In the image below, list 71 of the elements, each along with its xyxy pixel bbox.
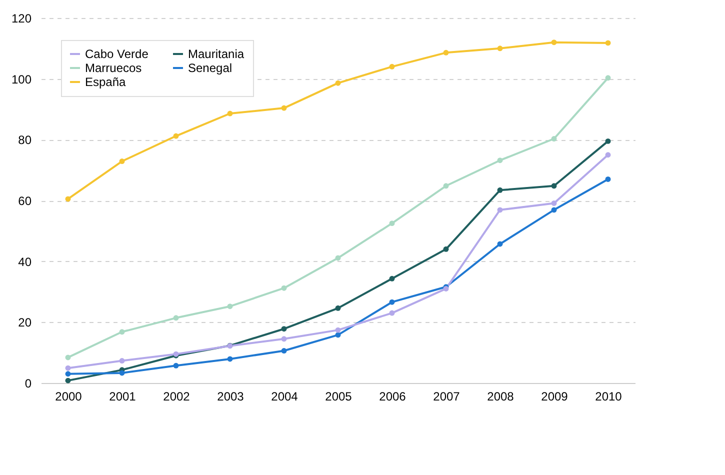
- point: [551, 207, 557, 213]
- legend-label: España: [85, 75, 126, 89]
- point: [281, 326, 287, 332]
- point: [119, 358, 125, 364]
- point: [389, 276, 395, 282]
- point: [65, 365, 71, 371]
- x-tick-label: 2008: [487, 390, 514, 404]
- x-tick-label: 2007: [433, 390, 460, 404]
- point: [389, 310, 395, 316]
- y-tick-label: 120: [11, 12, 32, 26]
- point: [443, 183, 449, 189]
- point: [551, 200, 557, 206]
- point: [605, 75, 611, 81]
- legend-label: Cabo Verde: [85, 47, 149, 61]
- y-tick-label: 80: [18, 133, 32, 148]
- point: [389, 220, 395, 226]
- point: [227, 304, 233, 310]
- y-tick-label: 0: [24, 376, 32, 390]
- point: [605, 40, 611, 46]
- point: [65, 196, 71, 202]
- x-tick-label: 2006: [379, 390, 406, 404]
- point: [173, 362, 179, 368]
- point: [335, 80, 341, 86]
- y-tick-label: 100: [11, 72, 32, 86]
- point: [497, 158, 503, 164]
- y-tick-label: 40: [18, 254, 32, 269]
- point: [119, 329, 125, 335]
- legend-label: Marruecos: [85, 61, 142, 75]
- x-tick-label: 2010: [595, 390, 622, 404]
- point: [605, 152, 611, 158]
- legend-label: Mauritania: [188, 47, 244, 61]
- point: [227, 110, 233, 116]
- point: [335, 332, 341, 338]
- point: [65, 378, 71, 384]
- point: [335, 327, 341, 333]
- x-tick-label: 2004: [271, 390, 298, 404]
- x-tick-label: 2000: [55, 390, 82, 404]
- point: [281, 336, 287, 342]
- x-tick-label: 2001: [109, 390, 136, 404]
- point: [281, 348, 287, 354]
- point: [335, 255, 341, 261]
- point: [443, 246, 449, 252]
- point: [389, 64, 395, 70]
- point: [497, 187, 503, 193]
- point: [119, 158, 125, 164]
- point: [497, 241, 503, 247]
- x-tick-label: 2005: [325, 390, 352, 404]
- point: [173, 133, 179, 139]
- point: [497, 207, 503, 213]
- x-tick-label: 2003: [217, 390, 244, 404]
- point: [65, 371, 71, 377]
- point: [119, 370, 125, 376]
- point: [551, 40, 557, 46]
- point: [497, 46, 503, 52]
- y-tick-label: 20: [18, 316, 32, 330]
- point: [389, 299, 395, 305]
- point: [173, 315, 179, 321]
- point: [605, 176, 611, 182]
- point: [605, 138, 611, 144]
- y-tick-label: 60: [18, 194, 32, 208]
- point: [335, 305, 341, 311]
- point: [551, 183, 557, 189]
- x-tick-label: 2002: [163, 390, 190, 404]
- point: [281, 105, 287, 111]
- point: [443, 50, 449, 56]
- point: [551, 136, 557, 142]
- point: [227, 356, 233, 362]
- x-tick-label: 2009: [541, 390, 568, 404]
- point: [65, 354, 71, 360]
- point: [281, 285, 287, 291]
- legend-label: Senegal: [188, 61, 232, 75]
